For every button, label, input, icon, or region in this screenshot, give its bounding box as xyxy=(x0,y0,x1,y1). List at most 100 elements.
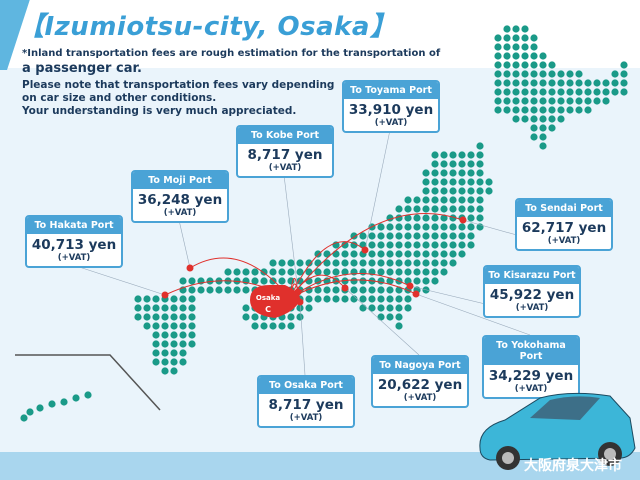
map-dot xyxy=(395,259,403,267)
map-dot xyxy=(476,151,484,159)
map-dot xyxy=(395,295,403,303)
port-tax: (+VAT) xyxy=(163,208,197,218)
map-dot xyxy=(584,97,592,105)
map-dot xyxy=(161,358,169,366)
map-dot xyxy=(413,259,421,267)
map-dot xyxy=(242,268,250,276)
map-dot xyxy=(179,277,187,285)
port-tax: (+VAT) xyxy=(514,384,548,394)
map-dot xyxy=(440,160,448,168)
map-dot xyxy=(179,322,187,330)
map-dot xyxy=(431,232,439,240)
map-dot xyxy=(521,70,529,78)
port-card: To Toyama Port 33,910 yen (+VAT) xyxy=(342,80,440,133)
map-dot xyxy=(440,151,448,159)
note-line-4: on car size and other conditions. xyxy=(22,92,217,104)
map-dot xyxy=(395,214,403,222)
island-dot xyxy=(72,394,80,402)
port-dot xyxy=(412,290,420,298)
map-dot xyxy=(512,97,520,105)
map-dot xyxy=(161,313,169,321)
port-name: To Hakata Port xyxy=(27,217,121,234)
map-dot xyxy=(503,70,511,78)
map-dot xyxy=(368,241,376,249)
map-dot xyxy=(386,223,394,231)
map-dot xyxy=(386,286,394,294)
map-dot xyxy=(413,223,421,231)
map-dot xyxy=(485,187,493,195)
osaka-origin-marker: Osaka C xyxy=(250,285,300,318)
okinawa-divider xyxy=(15,354,161,411)
map-dot xyxy=(431,160,439,168)
map-dot xyxy=(503,43,511,51)
map-dot xyxy=(377,259,385,267)
map-dot xyxy=(224,268,232,276)
map-dot xyxy=(386,304,394,312)
map-dot xyxy=(278,322,286,330)
map-dot xyxy=(404,268,412,276)
map-dot xyxy=(512,43,520,51)
map-dot xyxy=(260,322,268,330)
map-dot xyxy=(395,250,403,258)
map-dot xyxy=(476,187,484,195)
map-dot xyxy=(476,205,484,213)
map-dot xyxy=(143,304,151,312)
map-dot xyxy=(557,88,565,96)
map-dot xyxy=(467,187,475,195)
map-dot xyxy=(377,295,385,303)
map-dot xyxy=(476,169,484,177)
note-line-3: Please note that transportation fees var… xyxy=(22,79,335,91)
map-dot xyxy=(431,178,439,186)
map-dot xyxy=(548,79,556,87)
leader-line xyxy=(344,287,420,356)
map-dot xyxy=(395,223,403,231)
map-dot xyxy=(377,304,385,312)
map-dot xyxy=(476,214,484,222)
map-dot xyxy=(620,70,628,78)
map-dot xyxy=(548,88,556,96)
map-dot xyxy=(476,178,484,186)
map-dot xyxy=(530,79,538,87)
map-dot xyxy=(359,295,367,303)
map-dot xyxy=(467,196,475,204)
map-dot xyxy=(386,259,394,267)
map-dot xyxy=(476,142,484,150)
map-dot xyxy=(260,277,268,285)
map-dot xyxy=(395,268,403,276)
map-dot xyxy=(170,358,178,366)
map-dot xyxy=(575,97,583,105)
map-dot xyxy=(152,295,160,303)
map-dot xyxy=(413,250,421,258)
route-arc xyxy=(289,241,366,299)
map-dot xyxy=(332,286,340,294)
map-dot xyxy=(206,277,214,285)
map-dot xyxy=(530,124,538,132)
map-dot xyxy=(458,160,466,168)
map-dot xyxy=(494,34,502,42)
map-dot xyxy=(386,295,394,303)
port-name: To Osaka Port xyxy=(259,377,353,394)
map-dot xyxy=(404,223,412,231)
map-dot xyxy=(521,43,529,51)
map-dot xyxy=(458,232,466,240)
map-dot xyxy=(584,88,592,96)
port-name: To Moji Port xyxy=(133,172,227,189)
map-dot xyxy=(512,70,520,78)
map-dot xyxy=(530,52,538,60)
map-dot xyxy=(548,106,556,114)
map-dot xyxy=(251,277,259,285)
map-dot xyxy=(521,52,529,60)
map-dot xyxy=(386,277,394,285)
map-dot xyxy=(458,187,466,195)
map-dot xyxy=(188,340,196,348)
map-dot xyxy=(179,304,187,312)
map-dot xyxy=(359,259,367,267)
port-tax: (+VAT) xyxy=(547,236,581,246)
map-dot xyxy=(467,223,475,231)
map-dot xyxy=(539,115,547,123)
map-dot xyxy=(548,115,556,123)
map-dot xyxy=(224,286,232,294)
map-dot xyxy=(566,97,574,105)
map-dot xyxy=(521,25,529,33)
